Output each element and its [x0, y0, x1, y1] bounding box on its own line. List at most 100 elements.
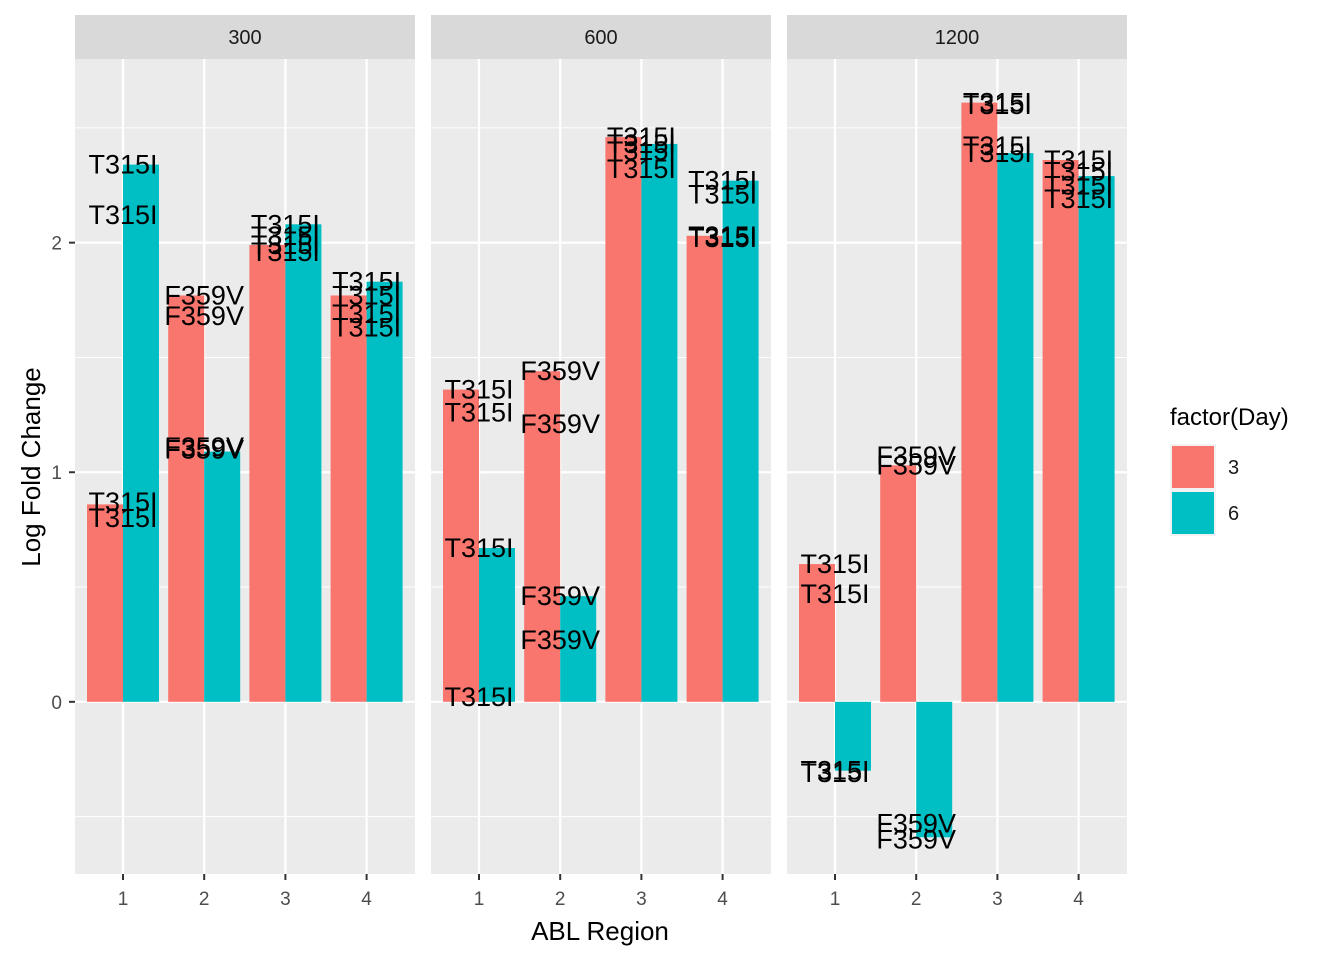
bar-day-3-region-4: [686, 235, 723, 702]
bar-text-label: T315I: [88, 487, 157, 517]
bar-text-label: T315I: [444, 375, 513, 405]
bar-text-label: T315I: [332, 313, 401, 343]
bar-text-label: T315I: [800, 549, 869, 579]
bar-day-3-region-3: [605, 137, 642, 702]
facet-strip-label: 300: [228, 27, 261, 49]
bar-text-label: F359V: [520, 625, 600, 655]
bar-text-label: T315I: [1044, 145, 1113, 175]
x-tick-label: 3: [992, 889, 1003, 910]
bar-text-label: T315I: [1044, 170, 1113, 200]
x-tick-label: 2: [555, 889, 566, 910]
bar-day-3-region-1: [799, 564, 835, 702]
bar-text-label: T315I: [444, 398, 513, 428]
bar-text-label: T315I: [88, 200, 157, 230]
bar-text-label: T315I: [88, 150, 157, 180]
bar-text-label: F359V: [876, 825, 956, 855]
x-tick-label: 2: [911, 889, 922, 910]
bar-text-label: T315I: [444, 682, 513, 712]
bar-day-3-region-2: [168, 295, 205, 702]
x-tick-label: 3: [636, 889, 647, 910]
legend-swatch-day-3: [1172, 446, 1214, 488]
bar-text-label: T315I: [800, 579, 869, 609]
bar-text-label: T315I: [688, 221, 757, 251]
bar-text-label: T315I: [1044, 184, 1113, 214]
legend-label: 3: [1228, 457, 1239, 479]
bar-text-label: T315I: [688, 166, 757, 196]
bar-day-6-region-1: [835, 701, 871, 771]
x-tick-label: 1: [474, 889, 485, 910]
bar-text-label: T315I: [607, 136, 676, 166]
x-tick-label: 4: [1073, 889, 1084, 910]
bar-text-label: T315I: [963, 138, 1032, 168]
x-tick-label: 3: [280, 889, 291, 910]
bar-day-3-region-4: [1042, 160, 1079, 702]
bar-text-label: F359V: [876, 441, 956, 471]
bar-text-label: T315I: [607, 129, 676, 159]
bar-text-label: F359V: [876, 808, 956, 838]
bar-text-label: T315I: [800, 758, 869, 788]
bar-day-6-region-2: [916, 701, 953, 838]
bar-text-label: T315I: [607, 154, 676, 184]
bar-day-3-region-3: [961, 102, 998, 702]
bar-text-label: T315I: [332, 267, 401, 297]
x-tick-label: 2: [199, 889, 210, 910]
x-tick-label: 1: [830, 889, 841, 910]
bar-day-6-region-4: [1078, 176, 1115, 702]
bar-text-label: T315I: [332, 280, 401, 310]
bar-day-6-region-4: [722, 180, 759, 702]
bar-text-label: F359V: [520, 581, 600, 611]
y-axis-title: Log Fold Change: [16, 367, 46, 566]
facet-strip: [787, 15, 1127, 59]
x-tick-label: 4: [717, 889, 728, 910]
bar-day-3-region-4: [330, 295, 367, 702]
bar-text-label: T315I: [963, 88, 1032, 118]
bar-text-label: T315I: [444, 533, 513, 563]
bar-text-label: F359V: [520, 409, 600, 439]
bar-text-label: F359V: [164, 434, 244, 464]
bar-day-3-region-3: [249, 244, 286, 702]
bar-text-label: F359V: [876, 450, 956, 480]
bar-text-label: T315I: [800, 756, 869, 786]
bar-text-label: F359V: [164, 301, 244, 331]
bar-text-label: T315I: [251, 230, 320, 260]
y-tick-label: 0: [51, 693, 62, 714]
bar-text-label: T315I: [963, 131, 1032, 161]
bar-day-6-region-1: [123, 164, 159, 702]
facet-strip-label: 600: [584, 27, 617, 49]
bar-text-label: T315I: [688, 179, 757, 209]
legend-label: 6: [1228, 503, 1239, 525]
bar-day-6-region-3: [997, 153, 1034, 702]
x-tick-label: 1: [118, 889, 129, 910]
bar-day-6-region-3: [641, 143, 678, 702]
bar-day-3-region-1: [87, 504, 123, 702]
legend-swatch-day-6: [1172, 492, 1214, 534]
bar-text-label: T315I: [251, 209, 320, 239]
y-tick-label: 1: [51, 463, 62, 484]
bar-day-6-region-4: [366, 281, 403, 702]
facet-strip: [75, 15, 415, 59]
bar-text-label: T315I: [1044, 156, 1113, 186]
facet-strip-label: 1200: [935, 27, 980, 49]
bar-text-label: T315I: [963, 90, 1032, 120]
x-axis-title: ABL Region: [531, 916, 669, 946]
bar-day-6-region-1: [479, 548, 515, 702]
bar-text-label: F359V: [164, 280, 244, 310]
bar-text-label: F359V: [520, 356, 600, 386]
bar-text-label: F359V: [164, 432, 244, 462]
bar-text-label: T315I: [332, 299, 401, 329]
bar-day-6-region-2: [204, 451, 241, 702]
bar-text-label: T315I: [251, 237, 320, 267]
bar-day-3-region-2: [880, 465, 917, 702]
bar-day-3-region-2: [524, 371, 561, 702]
bar-day-6-region-3: [285, 224, 322, 702]
x-tick-label: 4: [361, 889, 372, 910]
bar-text-label: T315I: [251, 221, 320, 251]
y-tick-label: 2: [51, 234, 62, 255]
bar-day-3-region-1: [443, 389, 479, 702]
facet-strip: [431, 15, 771, 59]
bar-day-6-region-2: [560, 596, 597, 702]
bar-text-label: T315I: [88, 503, 157, 533]
legend-title: factor(Day): [1170, 404, 1289, 431]
